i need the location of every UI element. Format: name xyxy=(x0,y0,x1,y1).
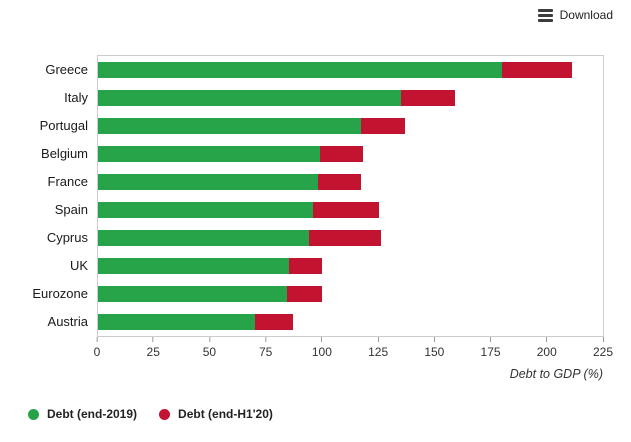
tick-label: 200 xyxy=(536,345,557,359)
bar-segment[interactable] xyxy=(98,146,321,162)
stacked-bar xyxy=(98,202,603,218)
legend-marker xyxy=(28,408,39,420)
menu-icon xyxy=(537,8,553,22)
bar-segment[interactable] xyxy=(98,174,318,190)
tick-mark xyxy=(490,337,492,342)
tick-mark xyxy=(377,337,379,342)
download-button[interactable]: Download xyxy=(537,8,613,22)
bar-segment[interactable] xyxy=(317,174,361,190)
category-label: UK xyxy=(69,258,88,273)
bar-segment[interactable] xyxy=(360,118,406,134)
legend: Debt (end-2019) Debt (end-H1'20) xyxy=(28,407,273,421)
bar-row xyxy=(98,224,603,252)
bar-segment[interactable] xyxy=(286,286,323,302)
tick-label: 225 xyxy=(592,345,614,359)
tick-mark xyxy=(265,337,267,342)
legend-label: Debt (end-H1'20) xyxy=(178,407,273,421)
plot-area xyxy=(97,55,604,337)
stacked-bar xyxy=(98,314,603,330)
tick-mark xyxy=(208,337,210,342)
tick-label: 125 xyxy=(368,345,389,359)
bar-segment[interactable] xyxy=(288,258,323,274)
bar-segment[interactable] xyxy=(308,230,381,246)
x-tick: 225 xyxy=(593,337,613,359)
tick-mark xyxy=(152,337,154,342)
tick-label: 25 xyxy=(146,345,160,359)
category-label: Belgium xyxy=(41,146,88,161)
x-tick: 150 xyxy=(424,337,444,359)
bar-segment[interactable] xyxy=(98,202,314,218)
tick-mark xyxy=(546,337,548,342)
legend-item[interactable]: Debt (end-H1'20) xyxy=(159,407,273,421)
category-label: Greece xyxy=(45,62,88,77)
bar-row xyxy=(98,280,603,308)
tick-label: 0 xyxy=(93,345,101,359)
bar-chart: Greece Italy Portugal Belgium France Spain Cyp… xyxy=(8,55,604,337)
category-label: Eurozone xyxy=(32,286,88,301)
category-label: France xyxy=(47,174,88,189)
tick-mark xyxy=(433,337,435,342)
stacked-bar xyxy=(98,118,603,134)
category-labels: Greece Italy Portugal Belgium France Spain Cyp… xyxy=(8,55,97,337)
x-tick: 175 xyxy=(481,337,501,359)
tick-label: 75 xyxy=(258,345,273,359)
bar-segment[interactable] xyxy=(502,62,572,78)
stacked-bar xyxy=(98,286,603,302)
bar-segment[interactable] xyxy=(255,314,294,330)
bar-segment[interactable] xyxy=(98,286,287,302)
bar-row xyxy=(98,140,603,168)
bar-row xyxy=(98,112,603,140)
x-tick: 50 xyxy=(203,337,216,359)
bar-segment[interactable] xyxy=(98,90,401,106)
bar-row xyxy=(98,308,603,336)
bar-segment[interactable] xyxy=(320,146,363,162)
x-axis-ticks: 0 25 50 75 100 125 150 175 200 225 xyxy=(93,337,613,359)
x-axis-title: Debt to GDP (%) xyxy=(509,367,603,381)
bar-segment[interactable] xyxy=(98,258,289,274)
tick-label: 175 xyxy=(480,345,501,359)
bar-row xyxy=(98,168,603,196)
category-label: Italy xyxy=(64,90,88,105)
stacked-bar xyxy=(98,146,603,162)
category-label: Austria xyxy=(47,314,88,329)
bar-segment[interactable] xyxy=(401,90,455,106)
tick-mark xyxy=(96,337,98,342)
x-tick: 0 xyxy=(93,337,101,359)
tick-mark xyxy=(321,337,323,342)
bar-segment[interactable] xyxy=(98,314,256,330)
legend-marker xyxy=(159,408,171,420)
category-label: Cyprus xyxy=(46,230,88,245)
bar-row xyxy=(98,196,603,224)
stacked-bar xyxy=(98,62,603,78)
tick-label: 50 xyxy=(202,345,217,359)
bar-segment[interactable] xyxy=(98,230,309,246)
stacked-bar xyxy=(98,174,603,190)
x-tick: 100 xyxy=(312,337,332,359)
category-label: Spain xyxy=(54,202,88,217)
stacked-bar xyxy=(98,230,603,246)
bar-segment[interactable] xyxy=(313,202,379,218)
stacked-bar xyxy=(98,90,603,106)
download-label: Download xyxy=(559,8,613,22)
tick-mark xyxy=(602,337,604,342)
x-tick: 125 xyxy=(368,337,388,359)
legend-item[interactable]: Debt (end-2019) xyxy=(28,407,137,421)
bar-row xyxy=(98,56,603,84)
bar-segment[interactable] xyxy=(98,62,502,78)
tick-label: 100 xyxy=(311,345,332,359)
bar-row xyxy=(98,252,603,280)
x-tick: 25 xyxy=(147,337,160,359)
category-label: Portugal xyxy=(39,118,88,133)
tick-label: 150 xyxy=(424,345,445,359)
x-tick: 75 xyxy=(259,337,272,359)
x-tick: 200 xyxy=(537,337,557,359)
bar-row xyxy=(98,84,603,112)
legend-label: Debt (end-2019) xyxy=(47,407,138,421)
bar-segment[interactable] xyxy=(98,118,361,134)
stacked-bar xyxy=(98,258,603,274)
